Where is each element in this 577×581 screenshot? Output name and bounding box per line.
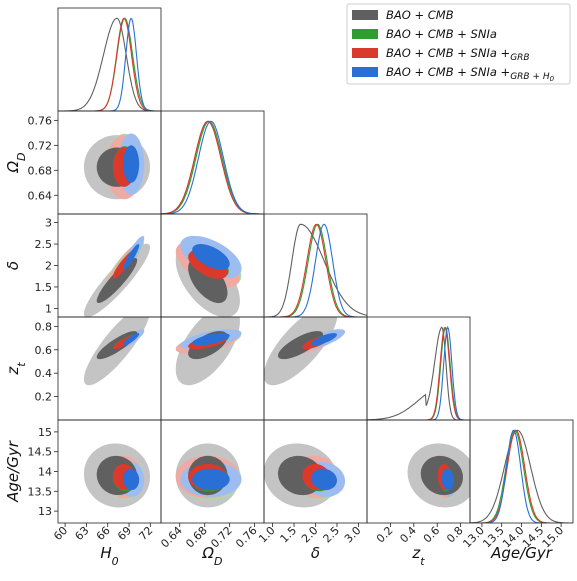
ytick-label-delta-3: 2.5: [35, 238, 53, 251]
legend-label-BAO: BAO + CMB: [386, 8, 454, 22]
contour-age-delta-H0-1sigma: [311, 468, 337, 491]
ytick-label-age-2: 14: [38, 466, 52, 479]
xtick-label-delta-2: 2.0: [299, 524, 321, 546]
ytick-label-delta-2: 2: [45, 260, 52, 273]
contour-zt-delta: [264, 317, 346, 386]
xtick-label-delta-3: 2.5: [321, 524, 343, 546]
xlabel-zt: zt: [411, 544, 425, 568]
ytick-label-OmegaD-1: 0.68: [28, 164, 53, 177]
contour-age-OmegaD-H0-1sigma: [192, 468, 230, 491]
contour-age-zt-H0-1sigma: [441, 468, 454, 491]
ytick-label-age-3: 14.5: [28, 446, 53, 459]
ytick-label-age-1: 13.5: [28, 485, 53, 498]
contour-zt-delta-H0-1sigma: [311, 333, 337, 346]
marginal-H0-GRB: [58, 17, 161, 111]
marginal-zt-GRB: [367, 326, 470, 420]
ytick-label-delta-0: 1: [45, 302, 52, 315]
marginal-H0-H0: [58, 17, 161, 111]
xtick-label-delta-4: 3.0: [342, 524, 364, 546]
xtick-label-OmegaD-0: 0.64: [158, 524, 185, 551]
contour-delta-OmegaD-H0-1sigma: [192, 244, 230, 270]
xtick-label-H0-1: 63: [72, 524, 91, 543]
marginal-delta: [264, 223, 367, 317]
marginal-delta-SN: [264, 223, 367, 317]
contour-zt-OmegaD: [175, 317, 242, 386]
legend-swatch-H0: [352, 67, 378, 77]
legend-swatch-GRB: [352, 48, 378, 58]
marginal-zt: [367, 325, 470, 420]
marginal-H0: [58, 17, 161, 111]
xtick-label-zt-1: 0.4: [397, 524, 419, 546]
contour-age-H0-H0-1sigma: [123, 468, 140, 491]
xlabel-H0: H0: [100, 544, 118, 568]
legend-swatch-SN: [352, 29, 378, 39]
ytick-label-delta-1: 1.5: [35, 281, 53, 294]
contour-age-delta: [264, 443, 346, 508]
contour-age-zt: [407, 443, 470, 508]
ytick-label-age-0: 13: [38, 505, 52, 518]
marginal-zt-BAO: [367, 326, 470, 420]
ytick-label-OmegaD-3: 0.76: [28, 114, 53, 127]
ytick-label-zt-0: 0.2: [35, 391, 53, 404]
marginal-OmegaD-H0: [161, 120, 264, 214]
contour-delta-OmegaD: [175, 235, 242, 317]
legend: BAO + CMB BAO + CMB + SNIa BAO + CMB + SNI…: [346, 3, 571, 85]
marginal-H0-BAO: [58, 17, 161, 111]
contour-OmegaD-H0-H0-1sigma: [123, 145, 140, 183]
xlabel-delta: δ: [311, 544, 320, 562]
marginal-delta-BAO: [264, 223, 367, 317]
ylabel-zt: zt: [4, 362, 28, 376]
ytick-label-zt-1: 0.4: [35, 367, 53, 380]
panel-frame-2-2: [263, 213, 368, 318]
xtick-label-H0-3: 69: [115, 524, 134, 543]
ytick-label-OmegaD-2: 0.72: [28, 139, 53, 152]
ytick-label-delta-4: 3: [45, 217, 52, 230]
contour-zt-H0: [83, 317, 150, 386]
xtick-label-zt-0: 0.2: [374, 524, 396, 546]
marginal-OmegaD-SN: [161, 120, 264, 214]
xtick-label-H0-4: 72: [136, 524, 155, 543]
ylabel-OmegaD: ΩD: [4, 153, 28, 174]
contour-OmegaD-H0: [83, 133, 150, 200]
marginal-zt-H0: [367, 325, 470, 420]
ytick-label-zt-3: 0.8: [35, 320, 53, 333]
marginal-OmegaD: [161, 120, 264, 214]
contour-zt-OmegaD-H0-1sigma: [192, 333, 230, 346]
contour-delta-H0: [83, 235, 150, 317]
xtick-label-H0-2: 66: [94, 524, 113, 543]
legend-swatch-BAO: [352, 10, 378, 20]
ylabel-delta: δ: [4, 261, 22, 270]
marginal-age: [470, 429, 573, 523]
marginal-age-H0: [470, 429, 573, 523]
ylabel-age: Age/Gyr: [4, 440, 22, 503]
xtick-label-delta-1: 1.5: [278, 524, 300, 546]
contour-age-H0: [83, 443, 150, 508]
contour-zt-H0-H0-1sigma: [123, 333, 140, 346]
legend-box: [346, 3, 571, 85]
contour-zt-delta-BAO-1sigma: [277, 331, 323, 360]
ytick-label-zt-2: 0.6: [35, 344, 53, 357]
ytick-label-age-4: 15: [38, 426, 52, 439]
ytick-label-OmegaD-0: 0.64: [28, 189, 53, 202]
xtick-label-delta-0: 1.0: [256, 524, 278, 546]
contour-delta-H0-BAO-1sigma: [96, 258, 138, 303]
marginal-OmegaD-GRB: [161, 120, 264, 214]
legend-label-GRB: BAO + CMB + SNIa +GRB: [386, 46, 530, 63]
xtick-label-zt-2: 0.6: [421, 524, 443, 546]
xlabel-age: Age/Gyr: [490, 544, 553, 562]
marginal-delta-H0: [264, 223, 367, 317]
contour-age-OmegaD: [175, 443, 242, 508]
marginal-delta-GRB: [264, 223, 367, 317]
marginal-age-BAO: [470, 429, 573, 523]
xtick-label-H0-0: 60: [51, 524, 70, 543]
marginal-OmegaD-BAO: [161, 120, 264, 214]
legend-label-SN: BAO + CMB + SNIa: [386, 27, 497, 41]
contour-delta-H0-H0-1sigma: [123, 244, 140, 270]
